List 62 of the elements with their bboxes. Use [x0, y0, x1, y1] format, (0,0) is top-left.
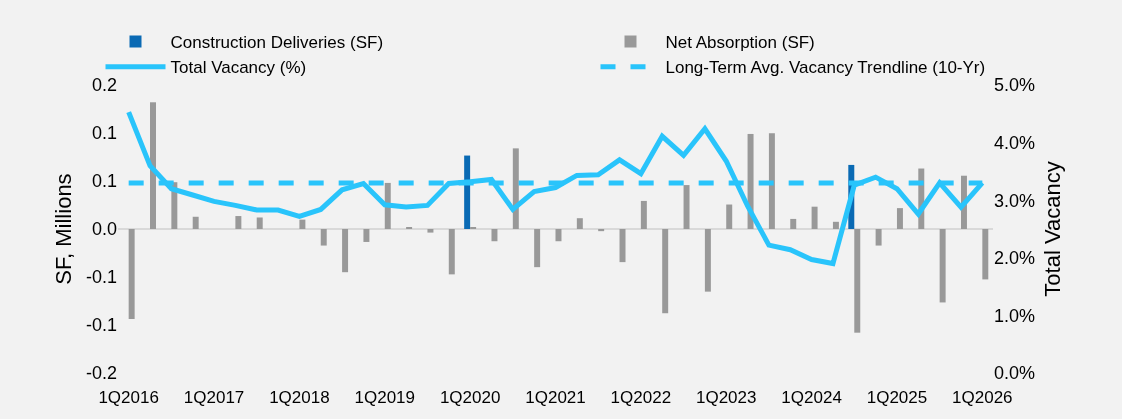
bar [726, 204, 733, 229]
bar [320, 229, 327, 246]
bar [448, 229, 455, 275]
bar [811, 206, 818, 229]
bar [683, 185, 690, 229]
bar [576, 218, 583, 229]
bar [464, 155, 471, 229]
bar [192, 216, 199, 229]
bar [150, 102, 156, 229]
x-tick-label: 1Q2022 [610, 388, 672, 407]
bar [427, 229, 434, 233]
bar [342, 229, 349, 273]
y2-tick-label: 3.0% [994, 190, 1036, 211]
y2-tick-label: 4.0% [994, 132, 1036, 153]
bar [704, 229, 711, 292]
x-tick-label: 1Q2024 [781, 388, 842, 407]
x-tick-label: 1Q2023 [695, 388, 757, 407]
bar [875, 229, 882, 246]
bar [491, 229, 498, 242]
y-tick-label: -0.2 [85, 363, 117, 384]
bar [235, 216, 242, 229]
y-axis-title: SF, Millions [50, 173, 76, 285]
bar [128, 229, 135, 319]
y-tick-label: -0.1 [85, 315, 117, 336]
y-tick-label: 0.0 [91, 219, 117, 240]
legend-label: Long-Term Avg. Vacancy Trendline (10-Yr) [665, 58, 986, 78]
bar [662, 229, 669, 314]
bar [363, 229, 370, 242]
bar [790, 218, 797, 229]
x-tick-label: 1Q2020 [439, 388, 501, 407]
bar [598, 229, 605, 232]
y2-tick-label: 5.0% [994, 75, 1036, 96]
bar [299, 219, 306, 229]
x-tick-label: 1Q2016 [98, 388, 159, 407]
bar [512, 148, 519, 229]
x-tick-label: 1Q2026 [952, 388, 1013, 407]
y2-tick-label: 2.0% [994, 248, 1036, 269]
bar [982, 229, 989, 280]
bar [896, 208, 903, 229]
bar [256, 217, 263, 229]
y-tick-label: -0.1 [85, 267, 117, 288]
y-tick-label: 0.1 [91, 171, 117, 192]
bar [768, 133, 775, 229]
legend-label: Construction Deliveries (SF) [170, 33, 384, 53]
x-tick-label: 1Q2018 [269, 388, 330, 407]
x-tick-label: 1Q2025 [866, 388, 928, 407]
legend-label: Net Absorption (SF) [665, 33, 815, 53]
x-tick-label: 1Q2019 [354, 388, 416, 407]
y2-axis-title: Total Vacancy [1039, 161, 1065, 297]
y-tick-label: 0.1 [91, 123, 117, 144]
x-tick-label: 1Q2017 [183, 388, 245, 407]
x-tick-label: 1Q2021 [525, 388, 586, 407]
legend-label: Total Vacancy (%) [170, 58, 307, 78]
y-tick-label: 0.2 [91, 75, 117, 96]
y2-tick-label: 0.0% [994, 363, 1036, 384]
bar [854, 229, 861, 333]
bar [832, 221, 839, 229]
bar [619, 229, 626, 263]
bar [640, 200, 647, 229]
bar [939, 229, 946, 303]
bar [534, 229, 541, 268]
y2-tick-label: 1.0% [994, 305, 1036, 326]
